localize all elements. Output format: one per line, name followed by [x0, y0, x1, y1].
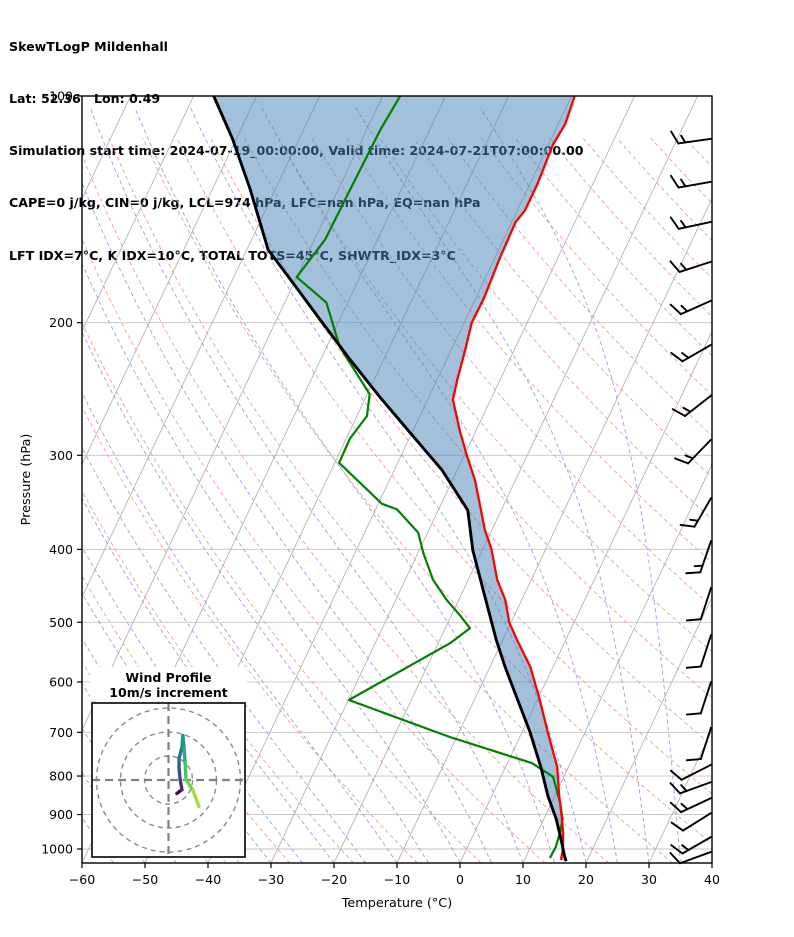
y-tick-label: 700 — [49, 725, 73, 740]
y-axis-label: Pressure (hPa) — [19, 434, 34, 526]
wind-barb — [670, 812, 712, 832]
hodograph-trace-segment — [184, 777, 195, 793]
x-tick-label: −10 — [384, 872, 410, 887]
wind-barb — [669, 174, 712, 189]
x-tick-label: −30 — [258, 872, 284, 887]
x-tick-label: 0 — [456, 872, 464, 887]
wind-barb — [685, 680, 712, 716]
x-tick-label: 30 — [641, 872, 657, 887]
hodograph-title: Wind Profile — [125, 670, 211, 685]
wind-barb — [685, 726, 712, 762]
latlon-line: Lat: 52.36 Lon: 0.49 — [9, 91, 161, 107]
x-tick-label: −20 — [321, 872, 347, 887]
page-title: SkewTLogP Mildenhall — [9, 38, 168, 54]
wind-barb — [670, 130, 712, 145]
y-tick-label: 400 — [49, 542, 73, 557]
x-tick-label: −60 — [69, 872, 95, 887]
x-tick-label: 40 — [704, 872, 720, 887]
hodograph-trace-segment — [191, 788, 201, 809]
wind-barb — [671, 394, 712, 417]
y-tick-label: 1000 — [41, 842, 73, 857]
y-tick-label: 600 — [49, 674, 73, 689]
y-tick-label: 500 — [49, 615, 73, 630]
hodograph-trace-segment — [178, 776, 184, 792]
x-axis-label: Temperature (°C) — [341, 896, 452, 911]
wind-barb — [669, 797, 712, 814]
dewpoint-curve — [295, 96, 564, 859]
wind-barb — [670, 343, 712, 363]
wind-barb — [685, 586, 712, 622]
wind-barb — [685, 634, 712, 669]
hodograph-trace-segment — [181, 733, 186, 751]
wind-barb — [685, 540, 712, 575]
cin-shading — [213, 96, 575, 862]
hodograph-trace-segment — [177, 745, 184, 761]
wind-barb — [669, 781, 712, 795]
x-tick-label: 10 — [515, 872, 531, 887]
wind-barb — [670, 836, 712, 855]
y-tick-label: 900 — [49, 807, 73, 822]
y-tick-label: 800 — [49, 769, 73, 784]
wind-barb — [669, 216, 712, 230]
wind-barb — [679, 497, 712, 528]
wind-barb — [669, 763, 712, 781]
hodograph-subtitle: 10m/s increment — [109, 685, 227, 700]
wind-barbs — [669, 130, 712, 865]
x-tick-label: 20 — [578, 872, 594, 887]
wind-barb — [674, 438, 712, 465]
x-tick-label: −50 — [132, 872, 158, 887]
y-tick-label: 100 — [49, 89, 73, 104]
wind-barb — [669, 260, 712, 273]
wind-barb — [669, 850, 712, 865]
x-tick-label: −40 — [195, 872, 221, 887]
hodograph-trace-segment — [182, 746, 187, 765]
parcel-curve — [212, 96, 568, 862]
y-tick-label: 200 — [49, 315, 73, 330]
y-tick-label: 300 — [49, 448, 73, 463]
wind-barb — [669, 299, 712, 316]
temperature-curve — [451, 96, 576, 861]
hodograph-trace-segment — [183, 760, 188, 782]
